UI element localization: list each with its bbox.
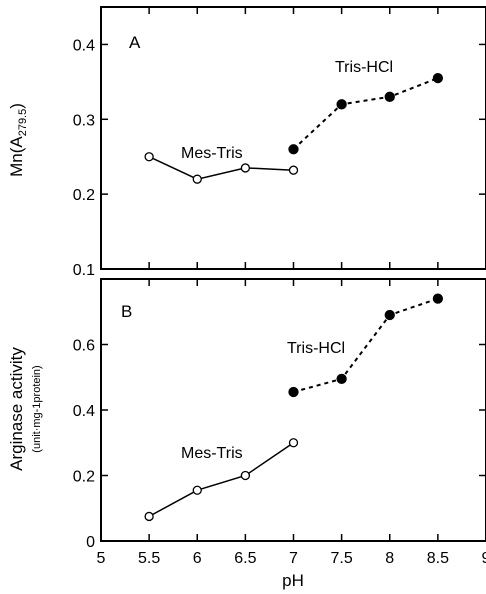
panel-a-series-line-mes-tris	[148, 156, 294, 180]
x-axis-title: pH	[282, 571, 304, 590]
panel-a-y-tick-label: 0.3	[73, 112, 95, 129]
panel-a-y-axis-title: Mn(A279.5)	[7, 103, 29, 177]
panel-a-x-ticks	[100, 7, 486, 269]
panel-b-series-line-tris-hcl	[293, 297, 439, 393]
panel-b-x-tick-label: 6	[193, 550, 202, 567]
panel-b-data-point-mes-tris	[240, 470, 251, 481]
panel-b-y-tick-label: 0.2	[73, 469, 95, 486]
panel-a-series-label-mes-tris: Mes-Tris	[181, 145, 243, 162]
panel-a-series-line-tris-hcl	[292, 77, 439, 150]
panel-a: 0.1 0.2 0.3 0.4 A Tris-HCl Mes-Tris Mn(A279…	[7, 6, 486, 279]
panel-a-y-tick-label: 0.1	[73, 262, 95, 279]
panel-b-frame	[100, 278, 486, 542]
panel-b-letter: B	[121, 302, 132, 321]
panel-a-data-point-mes-tris	[288, 165, 299, 175]
panel-b-x-tick-label: 8.5	[427, 550, 449, 567]
panel-b-x-ticks: 5 5.5 6 6.5 7 7.5 8 8.5 9	[97, 279, 486, 567]
panel-b-x-tick-label: 7	[289, 550, 298, 567]
panel-b-series-label-tris-hcl: Tris-HCl	[287, 340, 345, 357]
panel-a-letter: A	[129, 33, 141, 52]
panel-b-data-point-tris-hcl	[432, 293, 444, 304]
panel-b-x-tick-label: 7.5	[331, 550, 353, 567]
panel-b-y-tick-label: 0.6	[73, 338, 95, 355]
panel-a-data-point-mes-tris	[144, 152, 154, 162]
panel-b-x-tick-label: 9	[482, 550, 486, 567]
panel-a-y-ticks: 0.1 0.2 0.3 0.4	[73, 37, 486, 279]
panel-a-data-point-tris-hcl	[384, 91, 395, 102]
panel-b-series	[144, 293, 444, 522]
panel-b-series-label-mes-tris: Mes-Tris	[181, 445, 243, 462]
panel-a-series	[144, 72, 444, 184]
panel-a-data-point-tris-hcl	[288, 144, 299, 155]
panel-b-x-tick-label: 8	[385, 550, 394, 567]
panel-b-y-tick-label: 0	[86, 534, 95, 551]
panel-a-data-point-tris-hcl	[432, 72, 444, 84]
panel-a-y-tick-label: 0.2	[73, 187, 95, 204]
panel-b-x-tick-label: 5.5	[138, 550, 160, 567]
panel-b-y-ticks: 0 0.2 0.4 0.6	[73, 338, 486, 551]
panel-a-data-point-mes-tris	[192, 174, 202, 184]
panel-b-data-point-tris-hcl	[384, 309, 395, 321]
panel-b-data-point-mes-tris	[192, 485, 202, 495]
panel-a-data-point-tris-hcl	[336, 99, 347, 110]
panel-b-x-tick-label: 6.5	[234, 550, 256, 567]
panel-b-data-point-tris-hcl	[336, 373, 347, 385]
panel-b: 00.20.40.6 55.566.577.588.59 B Tris-HCl …	[7, 278, 486, 590]
panel-a-data-point-mes-tris	[240, 163, 251, 173]
panel-b-data-point-tris-hcl	[288, 386, 299, 398]
panel-b-x-tick-label: 5	[97, 550, 106, 567]
panel-b-data-point-mes-tris	[288, 438, 299, 448]
panel-a-y-tick-label: 0.4	[73, 37, 95, 54]
panel-a-series-label-tris-hcl: Tris-HCl	[335, 59, 393, 76]
panel-b-y-axis-title: Arginase activity	[7, 347, 26, 471]
panel-b-data-point-mes-tris	[144, 511, 154, 522]
panel-a-frame	[100, 6, 486, 270]
panel-b-series-line-mes-tris	[148, 442, 294, 518]
panel-b-y-tick-label: 0.4	[73, 403, 95, 420]
panel-b-y-axis-units: (unit·mg-1protein)	[31, 365, 43, 452]
